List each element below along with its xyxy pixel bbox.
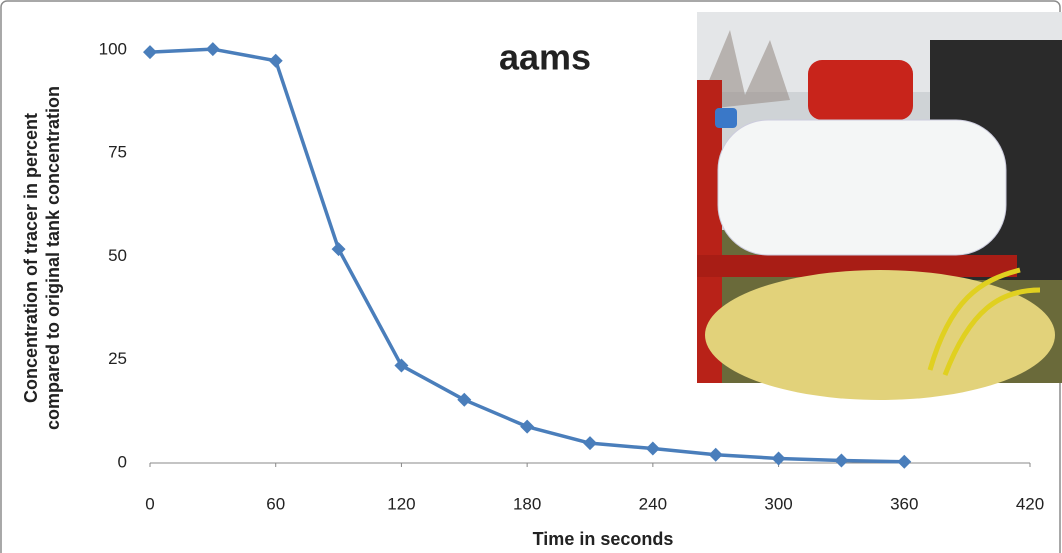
x-tick-label: 300 — [764, 494, 792, 513]
photo-white-tank — [717, 119, 1007, 256]
photo-cap — [715, 108, 737, 128]
data-marker — [708, 447, 723, 462]
x-tick-label: 60 — [266, 494, 285, 513]
data-marker — [645, 441, 660, 456]
x-axis-label: Time in seconds — [533, 529, 674, 549]
y-axis-label: Concentration of tracer in percent compa… — [21, 86, 63, 430]
data-marker — [457, 392, 472, 407]
data-marker — [520, 419, 535, 434]
data-marker — [771, 451, 786, 466]
x-tick-label: 120 — [387, 494, 415, 513]
x-tick-label: 420 — [1016, 494, 1044, 513]
data-marker — [897, 454, 912, 469]
data-marker — [583, 436, 597, 451]
y-tick-label: 50 — [108, 246, 127, 265]
y-tick-label: 100 — [99, 39, 127, 58]
data-marker — [268, 53, 283, 68]
y-axis-label-line: Concentration of tracer in percent — [21, 113, 41, 403]
x-tick-label: 180 — [513, 494, 541, 513]
y-axis-label-line: compared to original tank concentration — [43, 86, 63, 430]
photo-hoses — [927, 267, 1041, 376]
photo-red-lid — [808, 60, 913, 120]
photo-yellow-tank — [705, 270, 1055, 400]
data-marker — [394, 358, 409, 373]
data-marker — [205, 42, 220, 57]
y-tick-label: 0 — [118, 452, 127, 471]
chart-title: aams — [499, 37, 591, 78]
data-marker — [834, 453, 849, 468]
data-marker — [143, 45, 157, 60]
y-tick-label: 75 — [108, 143, 127, 162]
x-tick-label: 0 — [145, 494, 154, 513]
photo — [697, 12, 1062, 400]
x-tick-label: 360 — [890, 494, 918, 513]
y-tick-label: 25 — [108, 349, 127, 368]
data-marker — [331, 242, 346, 257]
x-tick-label: 240 — [639, 494, 667, 513]
photo-frame — [697, 255, 1017, 277]
